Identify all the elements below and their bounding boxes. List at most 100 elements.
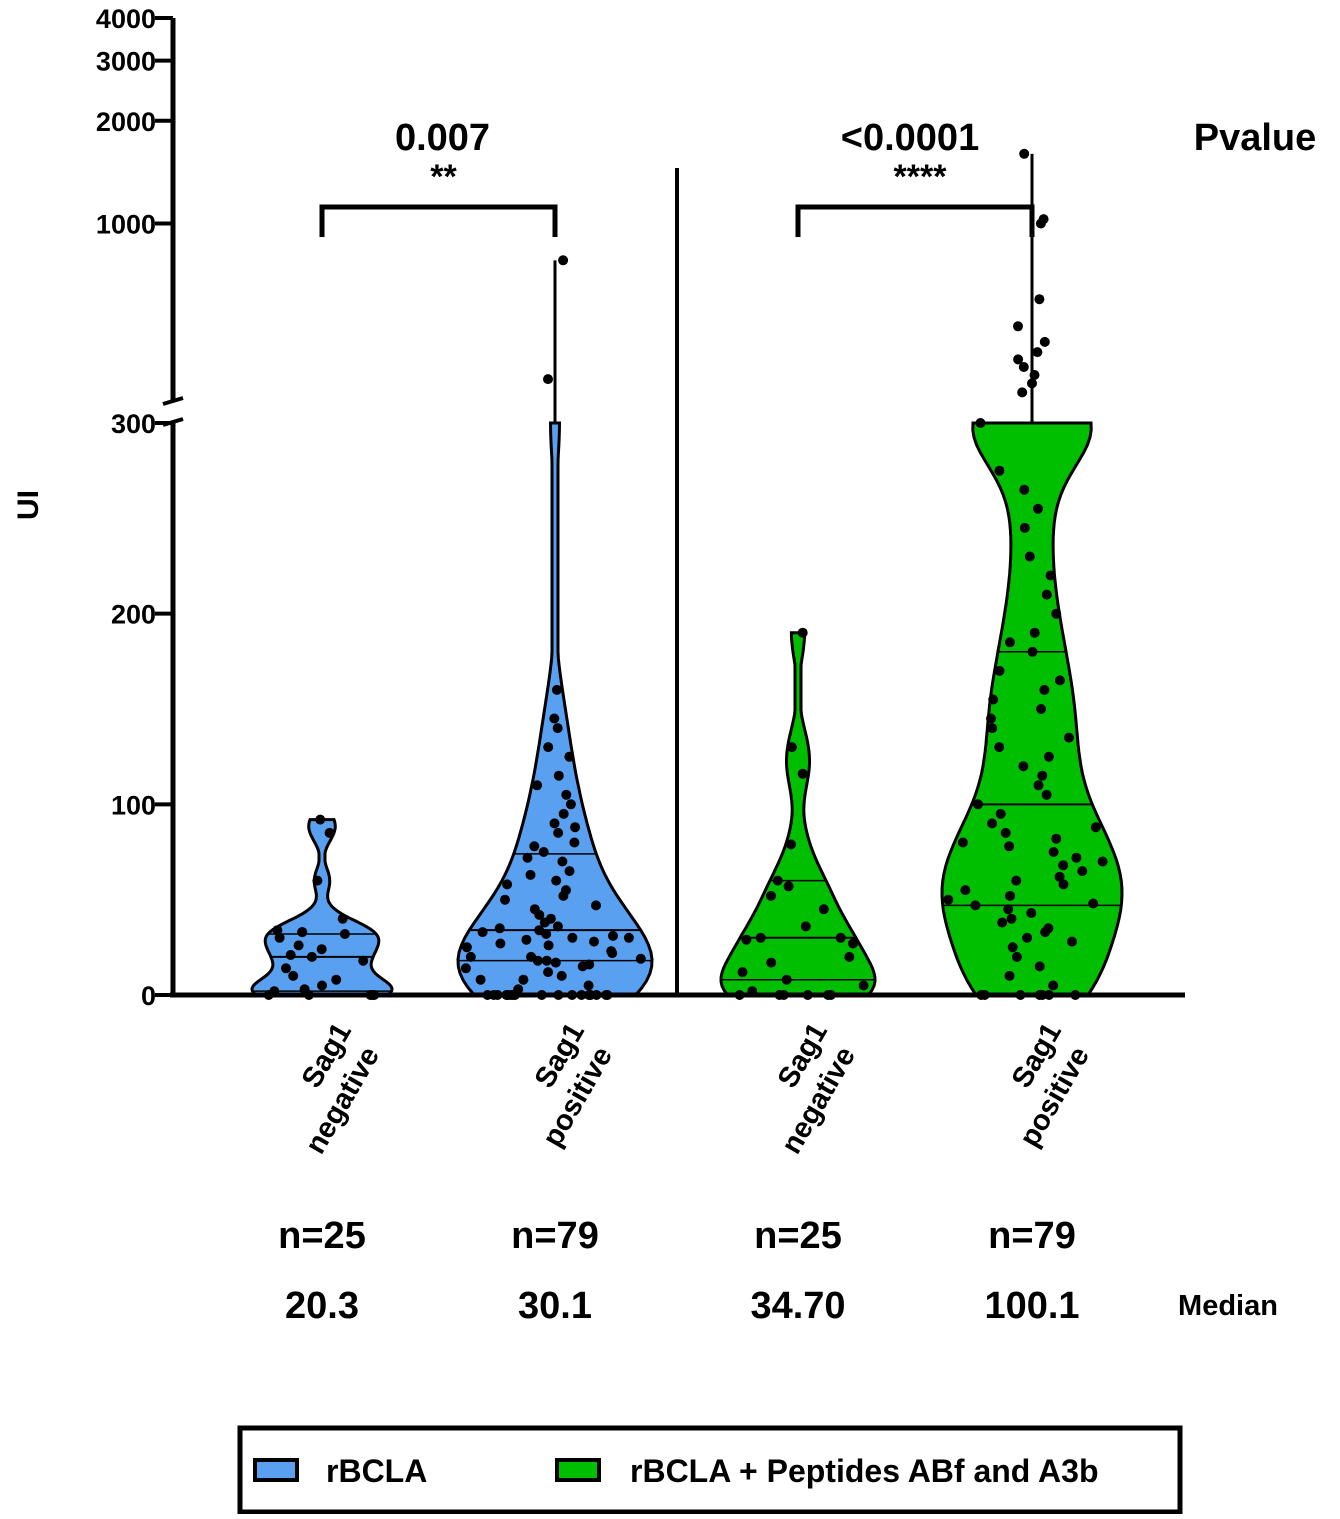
data-point-3-33 <box>1004 841 1015 852</box>
data-point-0-20 <box>272 925 283 936</box>
data-point-3-75 <box>1034 294 1045 305</box>
data-point-0-6 <box>299 984 310 995</box>
data-point-3-77 <box>1038 214 1049 225</box>
median-value-3: 100.1 <box>984 1285 1079 1327</box>
violin-body-1 <box>456 421 654 997</box>
pvalue-row-label: Pvalue <box>1194 117 1317 159</box>
data-point-3-69 <box>1029 370 1040 380</box>
data-point-3-54 <box>994 665 1005 676</box>
data-point-1-43 <box>477 927 488 938</box>
data-point-3-31 <box>1071 852 1082 863</box>
data-point-3-23 <box>1005 890 1015 901</box>
median-row-label: Median <box>1178 1290 1278 1322</box>
data-point-3-19 <box>1003 904 1014 915</box>
data-point-1-54 <box>561 885 571 896</box>
data-point-1-55 <box>502 879 513 890</box>
data-point-1-27 <box>541 955 552 966</box>
data-point-1-26 <box>550 957 561 968</box>
data-point-3-27 <box>1054 871 1065 882</box>
data-point-1-64 <box>553 827 564 838</box>
data-point-0-16 <box>274 932 285 943</box>
data-point-2-12 <box>848 938 858 949</box>
data-point-1-68 <box>565 799 576 810</box>
data-point-3-17 <box>1006 913 1017 924</box>
violin-body-0 <box>250 818 394 997</box>
data-point-1-58 <box>564 866 575 877</box>
data-point-0-19 <box>297 927 308 938</box>
data-point-1-35 <box>543 940 554 951</box>
y-tick-label-4: 1000 <box>96 210 156 240</box>
data-point-1-23 <box>460 963 471 974</box>
data-point-2-9 <box>737 967 748 978</box>
data-point-3-15 <box>1043 923 1054 934</box>
pvalue-label-0: 0.007 <box>395 117 490 159</box>
data-point-3-73 <box>1039 336 1050 347</box>
data-point-1-17 <box>513 984 524 995</box>
violin-body-3 <box>940 421 1124 997</box>
data-point-3-13 <box>1022 932 1033 943</box>
data-point-1-69 <box>561 789 572 800</box>
data-point-1-57 <box>525 869 536 880</box>
data-point-0-21 <box>337 913 348 924</box>
data-point-3-21 <box>1088 898 1099 909</box>
data-point-3-51 <box>988 694 999 705</box>
data-point-2-17 <box>818 904 829 915</box>
legend-label-0: rBCLA <box>326 1453 427 1489</box>
data-point-1-30 <box>526 951 537 962</box>
y-tick-label-7: 4000 <box>96 4 156 34</box>
data-point-2-20 <box>772 875 783 886</box>
data-point-1-72 <box>564 751 575 762</box>
data-point-3-44 <box>1018 761 1029 772</box>
data-point-1-63 <box>569 837 580 848</box>
data-point-0-22 <box>312 875 323 886</box>
data-point-0-11 <box>358 955 369 966</box>
data-point-2-11 <box>844 951 855 962</box>
data-point-3-53 <box>1054 675 1065 686</box>
data-point-3-41 <box>1041 789 1052 800</box>
data-point-3-42 <box>1033 780 1044 791</box>
data-point-1-18 <box>583 980 594 991</box>
data-point-3-52 <box>1039 684 1050 695</box>
data-point-2-19 <box>783 881 794 892</box>
data-point-0-24 <box>315 814 326 825</box>
median-value-2: 34.70 <box>750 1285 845 1327</box>
data-point-3-58 <box>1051 608 1062 619</box>
data-point-3-61 <box>1024 551 1035 562</box>
data-point-3-8 <box>1004 970 1015 981</box>
n-label-3: n=79 <box>988 1215 1076 1257</box>
data-point-3-32 <box>1048 847 1059 857</box>
data-point-1-46 <box>552 921 563 932</box>
data-point-1-45 <box>494 923 505 934</box>
data-point-3-63 <box>1033 503 1043 514</box>
data-point-3-59 <box>1041 589 1052 600</box>
data-point-3-62 <box>1019 522 1030 533</box>
data-point-0-10 <box>281 963 291 974</box>
legend-swatch-1 <box>555 1458 601 1482</box>
data-point-2-16 <box>800 921 811 932</box>
data-point-3-43 <box>1037 770 1048 781</box>
data-point-3-26 <box>1011 875 1022 886</box>
data-point-3-39 <box>995 808 1006 819</box>
data-point-1-31 <box>465 951 476 962</box>
data-point-2-8 <box>781 974 792 985</box>
data-point-3-57 <box>1029 627 1040 638</box>
data-point-0-14 <box>316 944 327 955</box>
data-point-3-65 <box>994 465 1005 476</box>
data-point-2-15 <box>755 932 766 943</box>
data-point-3-20 <box>970 900 981 911</box>
data-point-1-48 <box>545 913 556 924</box>
n-label-1: n=79 <box>511 1215 599 1257</box>
data-point-1-21 <box>556 970 567 981</box>
data-point-3-78 <box>1019 148 1030 159</box>
data-point-3-71 <box>1013 354 1024 365</box>
data-point-3-9 <box>1034 961 1045 972</box>
data-point-1-77 <box>543 374 553 385</box>
violin-body-2 <box>719 631 877 997</box>
data-point-3-35 <box>1051 833 1062 844</box>
data-point-0-8 <box>331 974 342 985</box>
data-point-1-36 <box>495 938 506 949</box>
data-point-1-67 <box>558 808 569 819</box>
n-label-2: n=25 <box>754 1215 842 1257</box>
